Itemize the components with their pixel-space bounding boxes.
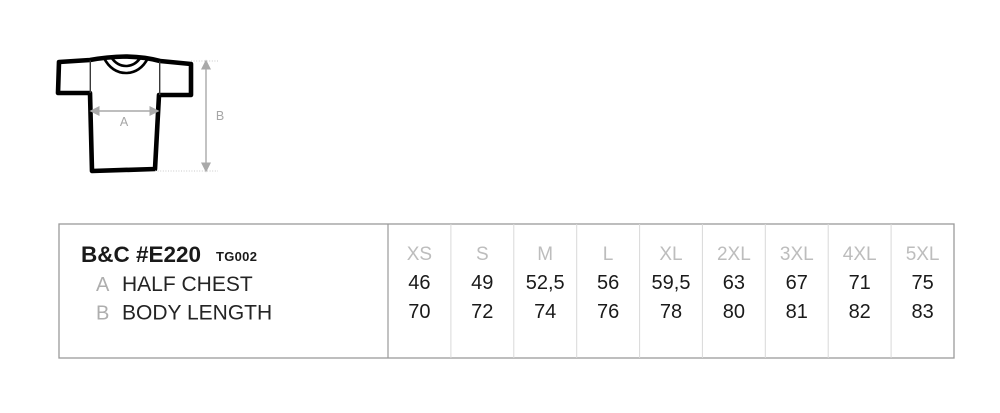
svg-text:56: 56 — [597, 272, 619, 294]
svg-text:78: 78 — [660, 301, 682, 323]
svg-text:76: 76 — [597, 301, 619, 323]
svg-text:XL: XL — [659, 244, 682, 265]
svg-text:M: M — [537, 244, 553, 265]
svg-text:83: 83 — [911, 301, 933, 323]
svg-text:HALF CHEST: HALF CHEST — [122, 273, 253, 296]
svg-text:B: B — [216, 109, 224, 123]
svg-text:70: 70 — [408, 301, 430, 323]
svg-text:XS: XS — [407, 244, 432, 265]
svg-text:72: 72 — [471, 301, 493, 323]
svg-text:46: 46 — [408, 272, 430, 294]
svg-text:71: 71 — [849, 272, 871, 294]
svg-text:75: 75 — [911, 272, 933, 294]
svg-text:82: 82 — [849, 301, 871, 323]
svg-text:L: L — [603, 244, 614, 265]
svg-text:81: 81 — [786, 301, 808, 323]
svg-text:2XL: 2XL — [717, 244, 751, 265]
svg-text:A: A — [96, 274, 110, 296]
svg-text:74: 74 — [534, 301, 556, 323]
svg-text:67: 67 — [786, 272, 808, 294]
svg-text:52,5: 52,5 — [526, 272, 565, 294]
svg-text:4XL: 4XL — [843, 244, 877, 265]
svg-text:S: S — [476, 244, 489, 265]
svg-text:5XL: 5XL — [906, 244, 940, 265]
svg-text:B: B — [96, 303, 109, 325]
svg-text:59,5: 59,5 — [652, 272, 691, 294]
svg-text:A: A — [120, 115, 129, 129]
svg-text:TG002: TG002 — [216, 249, 257, 264]
svg-text:BODY LENGTH: BODY LENGTH — [122, 302, 272, 325]
svg-text:80: 80 — [723, 301, 745, 323]
svg-text:49: 49 — [471, 272, 493, 294]
svg-text:B&C #E220: B&C #E220 — [81, 242, 201, 267]
svg-text:63: 63 — [723, 272, 745, 294]
svg-text:3XL: 3XL — [780, 244, 814, 265]
